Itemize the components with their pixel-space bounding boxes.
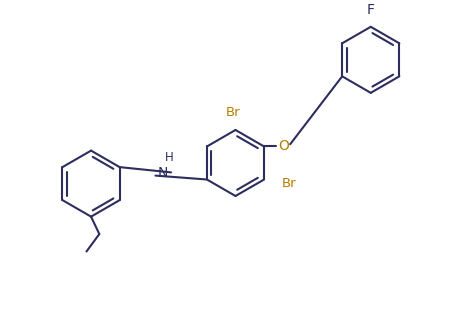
Text: O: O [278,140,289,153]
Text: H: H [164,151,173,164]
Text: Br: Br [282,177,296,190]
Text: N: N [158,166,169,180]
Text: F: F [367,3,375,17]
Text: Br: Br [226,106,241,118]
